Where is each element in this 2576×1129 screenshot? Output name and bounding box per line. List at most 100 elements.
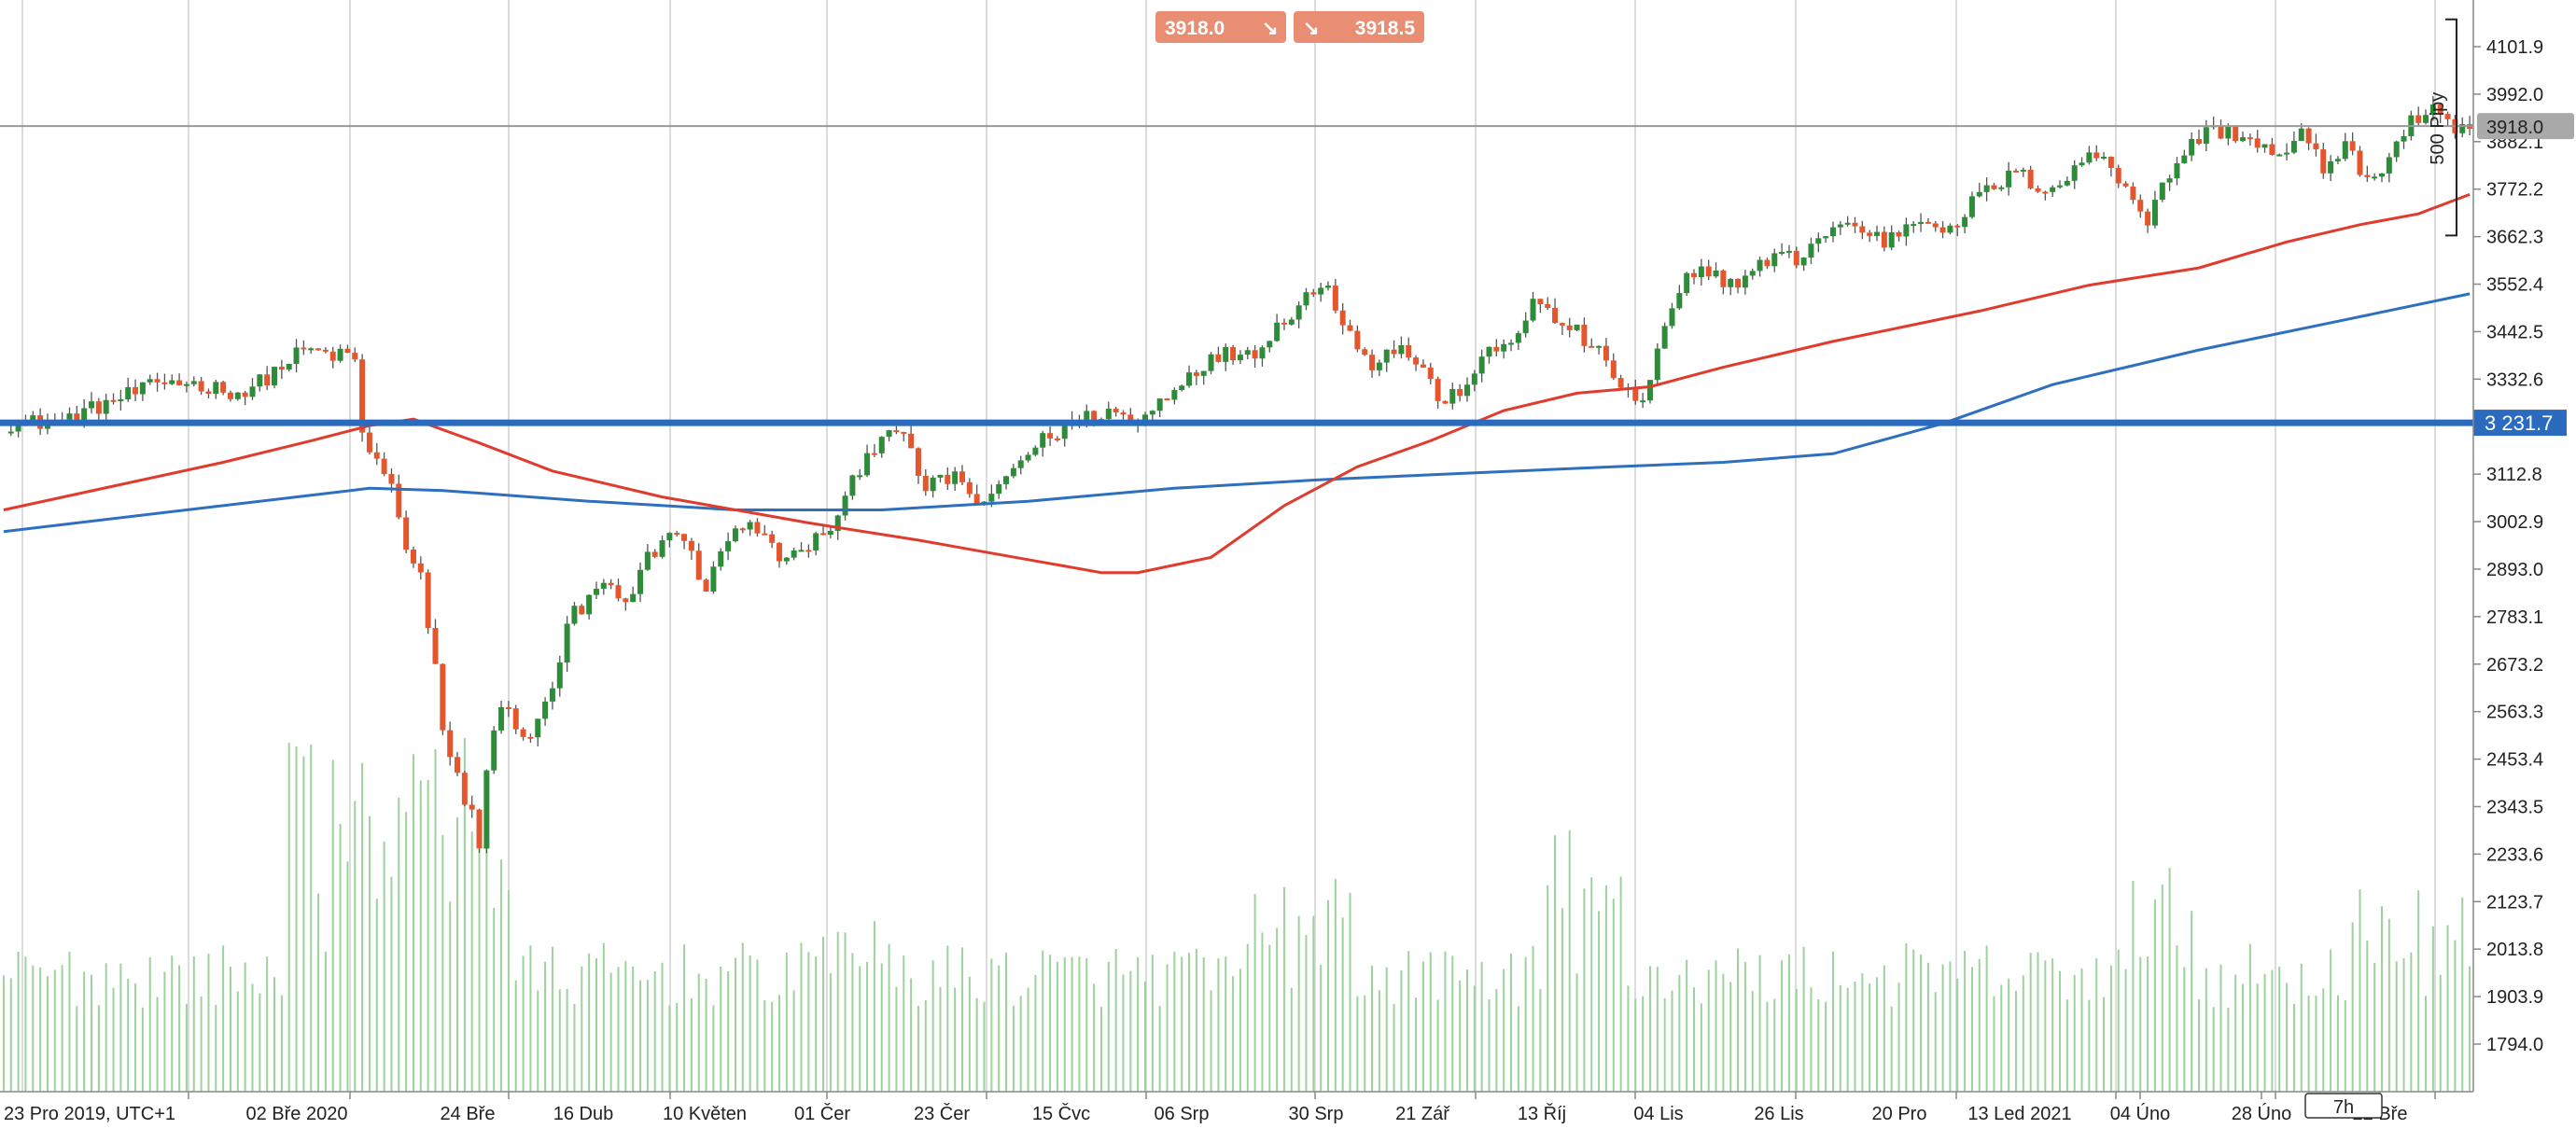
candle-body <box>527 736 534 739</box>
volume-bar <box>2278 967 2281 1092</box>
candle-body <box>1844 222 1851 225</box>
candle-body <box>169 380 175 384</box>
volume-bar <box>544 961 547 1092</box>
volume-bar <box>2431 926 2434 1092</box>
volume-bar <box>310 744 313 1092</box>
candle-body <box>1149 411 1155 415</box>
volume-bar <box>1810 987 1813 1092</box>
y-tick-label: 3442.5 <box>2486 322 2543 342</box>
candle-body <box>1332 286 1338 311</box>
candle-body <box>2444 114 2451 119</box>
candle-body <box>608 582 614 586</box>
x-tick-label: 01 Čer <box>794 1103 850 1124</box>
volume-bar <box>676 1002 679 1092</box>
candle-body <box>2107 156 2114 168</box>
volume-bar <box>1202 957 1205 1092</box>
candle-body <box>1617 378 1624 388</box>
volume-bar <box>2161 885 2163 1092</box>
x-tick-label: 10 Květen <box>663 1104 747 1124</box>
candle-body <box>630 593 637 603</box>
volume-bar <box>807 952 810 1092</box>
volume-bar <box>720 966 722 1092</box>
volume-bar <box>1905 942 1908 1092</box>
x-tick-label: 23 Čer <box>914 1103 970 1124</box>
candle-body <box>1061 425 1068 439</box>
volume-bar <box>32 965 35 1092</box>
candle-body <box>1032 447 1039 455</box>
x-tick-label: 04 Lis <box>1633 1104 1683 1124</box>
candle-body <box>2269 144 2275 156</box>
candle-body <box>1471 373 1477 385</box>
volume-bar <box>2234 974 2237 1092</box>
candle-body <box>2195 138 2202 145</box>
candle-body <box>2261 144 2268 148</box>
volume-bar <box>1985 945 1988 1092</box>
candle-body <box>549 688 555 702</box>
volume-bar <box>405 812 408 1092</box>
candle-body <box>1867 232 1873 236</box>
moving-average-slow <box>3 292 2471 534</box>
volume-bar <box>1488 999 1491 1092</box>
volume-bar <box>668 1005 671 1092</box>
candle-body <box>2159 182 2165 201</box>
y-tick-label: 2673.2 <box>2486 655 2543 676</box>
candle-body <box>1764 259 1771 267</box>
candle-body <box>198 381 204 392</box>
candle-body <box>556 662 563 689</box>
candle-body <box>1141 414 1148 425</box>
candle-body <box>2372 176 2378 179</box>
volume-bar <box>127 978 130 1092</box>
candle-body <box>1785 250 1792 253</box>
candle-body <box>2218 125 2224 139</box>
volume-bar <box>1532 945 1534 1092</box>
volume-bar <box>609 972 612 1092</box>
candle-body <box>447 730 454 758</box>
volume-bar <box>1802 946 1805 1092</box>
candle-body <box>1874 231 1881 236</box>
volume-bar <box>2330 949 2332 1092</box>
candle-body <box>2364 174 2371 177</box>
volume-bar <box>646 980 649 1092</box>
candle-body <box>1413 357 1420 365</box>
volume-bar <box>1151 955 1154 1092</box>
candle-body <box>1925 221 1931 224</box>
candle-body <box>147 379 153 383</box>
candle-body <box>1084 411 1090 421</box>
volume-bar <box>895 986 898 1092</box>
volume-bar <box>105 963 107 1092</box>
volume-bar <box>2417 890 2420 1092</box>
volume-bar <box>903 955 905 1092</box>
volume-bar <box>478 849 481 1092</box>
volume-bar <box>1547 885 1549 1092</box>
candle-body <box>2378 173 2385 177</box>
y-tick-label: 3772.2 <box>2486 180 2543 201</box>
volume-bar <box>624 961 627 1092</box>
volume-bar <box>1093 983 1096 1092</box>
candle-body <box>901 431 907 434</box>
volume-bar <box>2461 897 2464 1092</box>
candle-body <box>1515 333 1521 343</box>
candle-body <box>512 708 519 730</box>
volume-bar <box>2147 956 2149 1092</box>
volume-bar <box>2037 952 2039 1092</box>
volume-bar <box>1978 958 1981 1092</box>
x-tick-label: 21 Zář <box>1395 1104 1450 1124</box>
volume-bar <box>1421 961 1424 1092</box>
candle-body <box>1179 385 1185 391</box>
volume-bar <box>727 970 730 1092</box>
candle-body <box>103 399 109 414</box>
candle-body <box>2328 160 2334 174</box>
candle-body <box>278 367 285 370</box>
volume-bar <box>1642 996 1645 1092</box>
volume-bar <box>200 996 203 1092</box>
volume-bar <box>2139 956 2142 1092</box>
volume-bar <box>917 1006 919 1092</box>
volume-bar <box>500 859 503 1092</box>
candle-body <box>1646 380 1653 401</box>
volume-bar <box>2191 911 2193 1092</box>
volume-bar <box>2336 995 2339 1092</box>
volume-bar <box>1122 974 1125 1092</box>
volume-bar <box>280 995 283 1092</box>
